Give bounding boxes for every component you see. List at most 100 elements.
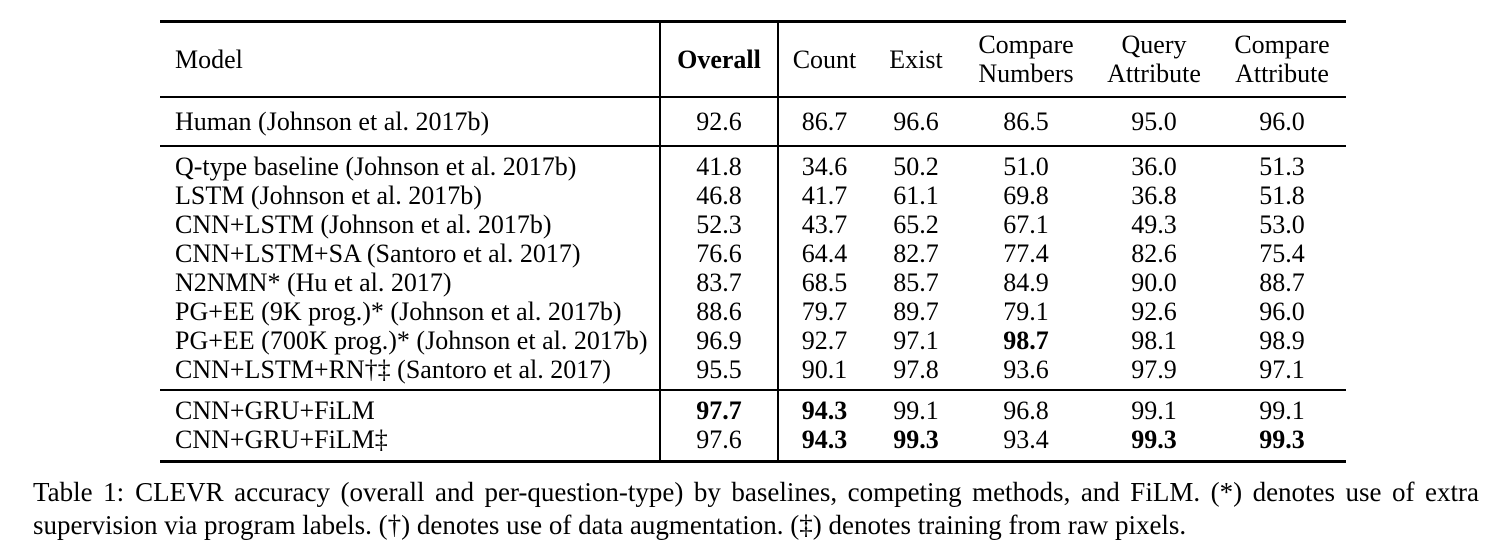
table-row: LSTM (Johnson et al. 2017b) 46.8 41.7 61.1 6… [160, 181, 1346, 210]
cell-query_attribute: 99.1 [1131, 396, 1177, 425]
cell-query_attribute: 82.6 [1131, 239, 1177, 268]
cell-overall: 83.7 [660, 268, 779, 297]
cell-query_attribute: 90.0 [1131, 268, 1177, 297]
table-row: CNN+GRU+FiLM‡ 97.6 94.3 99.3 93.4 99.3 99.3 [160, 425, 1346, 462]
cell-compare_attribute: 99.1 [1259, 396, 1305, 425]
cell-query_attribute: 97.9 [1090, 355, 1218, 391]
column-header-compare-numbers: Compare Numbers [962, 21, 1090, 98]
cell-overall: 92.6 [660, 97, 779, 147]
table-row: Q-type baseline (Johnson et al. 2017b) 41… [160, 146, 1346, 181]
cell-query_attribute: 95.0 [1090, 97, 1218, 147]
cell-count: 86.7 [778, 97, 870, 147]
cell-model: CNN+GRU+FiLM [160, 390, 661, 425]
cell-compare_attribute: 53.0 [1259, 210, 1305, 239]
cell-model: PG+EE (700K prog.)* (Johnson et al. 2017… [160, 326, 661, 355]
cell-count: 64.4 [801, 239, 848, 268]
column-header-exist: Exist [870, 21, 962, 98]
results-table: Model Overall Count Exist Compare Number… [160, 20, 1346, 463]
column-header-count: Count [778, 21, 870, 98]
cell-count: 92.7 [801, 326, 848, 355]
header-row: Model Overall Count Exist Compare Number… [160, 21, 1346, 98]
cell-exist: 97.1 [893, 326, 939, 355]
column-header-query-attribute: Query Attribute [1090, 21, 1218, 98]
cell-compare_numbers: 51.0 [1003, 152, 1049, 181]
cell-compare_attribute: 98.9 [1259, 326, 1305, 355]
table-row: Human (Johnson et al. 2017b) 92.6 86.7 96.6… [160, 97, 1346, 147]
cell-exist: 85.7 [893, 268, 939, 297]
cell-overall: 41.8 [660, 146, 779, 181]
cell-exist: 89.7 [893, 297, 939, 326]
table-row: CNN+LSTM+RN†‡ (Santoro et al. 2017) 95.5 9… [160, 355, 1346, 391]
cell-query_attribute: 49.3 [1131, 210, 1177, 239]
cell-compare_attribute: 99.3 [1259, 425, 1305, 454]
cell-model: CNN+LSTM+SA (Santoro et al. 2017) [160, 239, 661, 268]
cell-compare_numbers: 67.1 [1003, 210, 1049, 239]
caption-label: Table 1: [33, 477, 125, 507]
table-row: CNN+GRU+FiLM 97.7 94.3 99.1 96.8 99.1 99.1 [160, 390, 1346, 425]
cell-compare_attribute: 75.4 [1259, 239, 1305, 268]
cell-model: Q-type baseline (Johnson et al. 2017b) [160, 146, 661, 181]
cell-exist: 50.2 [893, 152, 939, 181]
cell-exist: 97.8 [870, 355, 962, 391]
column-header-model: Model [160, 21, 661, 98]
section-film: CNN+GRU+FiLM 97.7 94.3 99.1 96.8 99.1 99.1 CNN+… [160, 390, 1346, 462]
cell-exist: 82.7 [893, 239, 939, 268]
table-header: Model Overall Count Exist Compare Number… [160, 21, 1346, 98]
cell-compare_numbers: 84.9 [1003, 268, 1049, 297]
cell-query_attribute: 92.6 [1131, 297, 1177, 326]
table-row: PG+EE (9K prog.)* (Johnson et al. 2017b)… [160, 297, 1346, 326]
section-baselines: Q-type baseline (Johnson et al. 2017b) 41… [160, 146, 1346, 391]
cell-exist: 99.3 [893, 425, 939, 454]
table-row: PG+EE (700K prog.)* (Johnson et al. 2017… [160, 326, 1346, 355]
cell-count: 41.7 [801, 181, 848, 210]
cell-compare_attribute: 96.0 [1218, 97, 1346, 147]
cell-exist: 65.2 [893, 210, 939, 239]
cell-compare_attribute: 51.8 [1259, 181, 1305, 210]
caption-text: CLEVR accuracy (overall and per-question… [33, 477, 1480, 540]
cell-compare_numbers: 86.5 [962, 97, 1090, 147]
cell-overall: 76.6 [660, 239, 779, 268]
cell-query_attribute: 36.8 [1131, 181, 1177, 210]
cell-exist: 61.1 [893, 181, 939, 210]
table-row: N2NMN* (Hu et al. 2017) 83.7 68.5 85.7 84.9 9… [160, 268, 1346, 297]
cell-overall: 52.3 [660, 210, 779, 239]
cell-compare_numbers: 96.8 [1003, 396, 1049, 425]
cell-model: CNN+LSTM+RN†‡ (Santoro et al. 2017) [160, 355, 661, 391]
table-row: CNN+LSTM (Johnson et al. 2017b) 52.3 43.7 6… [160, 210, 1346, 239]
cell-overall: 46.8 [660, 181, 779, 210]
cell-overall: 97.7 [660, 390, 779, 425]
cell-model: PG+EE (9K prog.)* (Johnson et al. 2017b) [160, 297, 661, 326]
cell-compare_numbers: 77.4 [1003, 239, 1049, 268]
cell-count: 68.5 [801, 268, 848, 297]
cell-compare_numbers: 79.1 [1003, 297, 1049, 326]
cell-count: 43.7 [801, 210, 848, 239]
section-human: Human (Johnson et al. 2017b) 92.6 86.7 96.6… [160, 97, 1346, 147]
cell-compare_attribute: 96.0 [1259, 297, 1305, 326]
cell-query_attribute: 36.0 [1131, 152, 1177, 181]
cell-exist: 99.1 [893, 396, 939, 425]
cell-model: LSTM (Johnson et al. 2017b) [160, 181, 661, 210]
column-header-compare-attribute: Compare Attribute [1218, 21, 1346, 98]
cell-compare_attribute: 97.1 [1218, 355, 1346, 391]
cell-model: Human (Johnson et al. 2017b) [160, 97, 661, 147]
cell-count: 79.7 [801, 297, 848, 326]
cell-query_attribute: 99.3 [1131, 425, 1177, 454]
cell-overall: 95.5 [660, 355, 779, 391]
cell-exist: 96.6 [870, 97, 962, 147]
cell-compare_attribute: 88.7 [1259, 268, 1305, 297]
cell-compare_numbers: 93.4 [1003, 425, 1049, 454]
cell-compare_numbers: 98.7 [1003, 326, 1049, 355]
cell-count: 90.1 [778, 355, 870, 391]
cell-overall: 96.9 [660, 326, 779, 355]
cell-count: 34.6 [801, 152, 848, 181]
cell-model: CNN+LSTM (Johnson et al. 2017b) [160, 210, 661, 239]
cell-model: CNN+GRU+FiLM‡ [160, 425, 661, 462]
table-caption: Table 1: CLEVR accuracy (overall and per-… [33, 476, 1479, 542]
column-header-overall: Overall [660, 21, 779, 98]
cell-compare_attribute: 51.3 [1259, 152, 1305, 181]
cell-overall: 97.6 [660, 425, 779, 462]
cell-compare_numbers: 69.8 [1003, 181, 1049, 210]
cell-query_attribute: 98.1 [1131, 326, 1177, 355]
cell-compare_numbers: 93.6 [962, 355, 1090, 391]
results-table-container: Model Overall Count Exist Compare Number… [160, 20, 1346, 463]
